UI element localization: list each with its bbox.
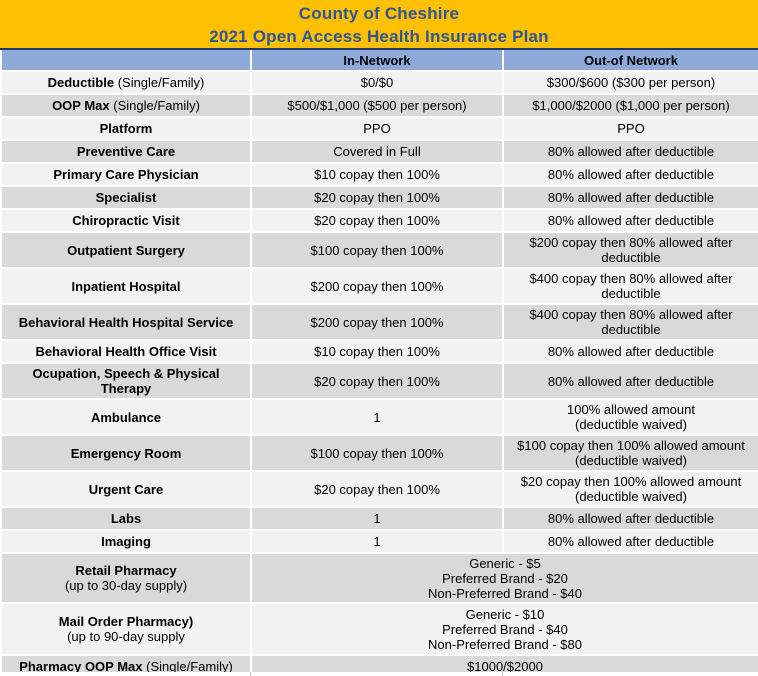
merged-value-cell: Generic - $10 Preferred Brand - $40 Non-Pr… xyxy=(250,602,758,656)
service-label: Imaging xyxy=(0,529,252,554)
service-label: Deductible (Single/Family) xyxy=(0,70,252,95)
out-network-cell: 80% allowed after deductible xyxy=(502,162,758,187)
out-network-cell: $20 copay then 100% allowed amount (deduc… xyxy=(502,470,758,508)
title-line-2: 2021 Open Access Health Insurance Plan xyxy=(209,27,549,46)
service-label: Preventive Care xyxy=(0,139,252,164)
table-row: Retail Pharmacy (up to 30-day supply) Gene… xyxy=(0,552,758,604)
table-row: Mail Order Pharmacy) (up to 90-day supply… xyxy=(0,602,758,656)
out-network-cell: PPO xyxy=(502,116,758,141)
out-network-cell: 80% allowed after deductible xyxy=(502,139,758,164)
table-row: Ambulance 1 100% allowed amount (deductible… xyxy=(0,398,758,436)
plan-table: In-Network Out-of Network Deductible (Si… xyxy=(0,50,758,676)
service-label: Specialist xyxy=(0,185,252,210)
column-divider-tick xyxy=(502,672,503,676)
service-label: Urgent Care xyxy=(0,470,252,508)
table-row: Urgent Care $20 copay then 100% $20 copay … xyxy=(0,470,758,508)
service-label: Retail Pharmacy (up to 30-day supply) xyxy=(0,552,252,604)
service-label: Inpatient Hospital xyxy=(0,267,252,305)
table-row: Ocupation, Speech & Physical Therapy $20 … xyxy=(0,362,758,400)
service-label: Behavioral Health Office Visit xyxy=(0,339,252,364)
column-header-row: In-Network Out-of Network xyxy=(0,50,758,72)
service-label: Primary Care Physician xyxy=(0,162,252,187)
table-row: Imaging 1 80% allowed after deductible xyxy=(0,529,758,554)
service-label: Mail Order Pharmacy) (up to 90-day supply xyxy=(0,602,252,656)
in-network-cell: $200 copay then 100% xyxy=(250,267,504,305)
in-network-cell: $0/$0 xyxy=(250,70,504,95)
column-header-out-of-network: Out-of Network xyxy=(502,50,758,72)
service-label: Outpatient Surgery xyxy=(0,231,252,269)
out-network-cell: $400 copay then 80% allowed after deducti… xyxy=(502,303,758,341)
in-network-cell: $20 copay then 100% xyxy=(250,362,504,400)
out-network-cell: 80% allowed after deductible xyxy=(502,339,758,364)
service-label: Behavioral Health Hospital Service xyxy=(0,303,252,341)
table-row: Pharmacy OOP Max (Single/Family) $1000/$2… xyxy=(0,654,758,676)
table-row: Chiropractic Visit $20 copay then 100% 80%… xyxy=(0,208,758,233)
table-row: Deductible (Single/Family) $0/$0 $300/$600… xyxy=(0,70,758,95)
service-label: Platform xyxy=(0,116,252,141)
out-network-cell: $1,000/$2000 ($1,000 per person) xyxy=(502,93,758,118)
out-network-cell: $100 copay then 100% allowed amount (dedu… xyxy=(502,434,758,472)
in-network-cell: 1 xyxy=(250,529,504,554)
out-network-cell: $300/$600 ($300 per person) xyxy=(502,70,758,95)
column-divider-tick xyxy=(250,672,251,676)
in-network-cell: Covered in Full xyxy=(250,139,504,164)
in-network-cell: $500/$1,000 ($500 per person) xyxy=(250,93,504,118)
table-row: Labs 1 80% allowed after deductible xyxy=(0,506,758,531)
cutoff-next-row xyxy=(0,672,758,676)
merged-value-cell: $1000/$2000 xyxy=(250,654,758,676)
table-row: Behavioral Health Hospital Service $200 c… xyxy=(0,303,758,341)
column-header-in-network: In-Network xyxy=(250,50,504,72)
in-network-cell: 1 xyxy=(250,398,504,436)
in-network-cell: $200 copay then 100% xyxy=(250,303,504,341)
out-network-cell: 80% allowed after deductible xyxy=(502,506,758,531)
table-row: OOP Max (Single/Family) $500/$1,000 ($500… xyxy=(0,93,758,118)
in-network-cell: $20 copay then 100% xyxy=(250,185,504,210)
in-network-cell: PPO xyxy=(250,116,504,141)
table-row: Preventive Care Covered in Full 80% allowe… xyxy=(0,139,758,164)
table-row: Behavioral Health Office Visit $10 copay … xyxy=(0,339,758,364)
in-network-cell: $10 copay then 100% xyxy=(250,339,504,364)
table-row: Emergency Room $100 copay then 100% $100 c… xyxy=(0,434,758,472)
service-label: Pharmacy OOP Max (Single/Family) xyxy=(0,654,252,676)
table-row: Primary Care Physician $10 copay then 100… xyxy=(0,162,758,187)
service-label: Chiropractic Visit xyxy=(0,208,252,233)
in-network-cell: $20 copay then 100% xyxy=(250,208,504,233)
out-network-cell: $200 copay then 80% allowed after deducti… xyxy=(502,231,758,269)
out-network-cell: 80% allowed after deductible xyxy=(502,529,758,554)
table-row: Platform PPO PPO xyxy=(0,116,758,141)
in-network-cell: $20 copay then 100% xyxy=(250,470,504,508)
service-label: Labs xyxy=(0,506,252,531)
table-row: Inpatient Hospital $200 copay then 100% $4… xyxy=(0,267,758,305)
out-network-cell: 80% allowed after deductible xyxy=(502,208,758,233)
in-network-cell: $10 copay then 100% xyxy=(250,162,504,187)
table-row: Specialist $20 copay then 100% 80% allowed… xyxy=(0,185,758,210)
service-label: Ambulance xyxy=(0,398,252,436)
out-network-cell: 80% allowed after deductible xyxy=(502,185,758,210)
service-label: Emergency Room xyxy=(0,434,252,472)
out-network-cell: $400 copay then 80% allowed after deducti… xyxy=(502,267,758,305)
title-banner: County of Cheshire 2021 Open Access Heal… xyxy=(0,0,758,50)
in-network-cell: $100 copay then 100% xyxy=(250,434,504,472)
column-header-service xyxy=(0,50,252,72)
table-row: Outpatient Surgery $100 copay then 100% $2… xyxy=(0,231,758,269)
in-network-cell: $100 copay then 100% xyxy=(250,231,504,269)
in-network-cell: 1 xyxy=(250,506,504,531)
out-network-cell: 80% allowed after deductible xyxy=(502,362,758,400)
service-label: Ocupation, Speech & Physical Therapy xyxy=(0,362,252,400)
service-label: OOP Max (Single/Family) xyxy=(0,93,252,118)
merged-value-cell: Generic - $5 Preferred Brand - $20 Non-Pre… xyxy=(250,552,758,604)
title-line-1: County of Cheshire xyxy=(298,4,460,23)
out-network-cell: 100% allowed amount (deductible waived) xyxy=(502,398,758,436)
